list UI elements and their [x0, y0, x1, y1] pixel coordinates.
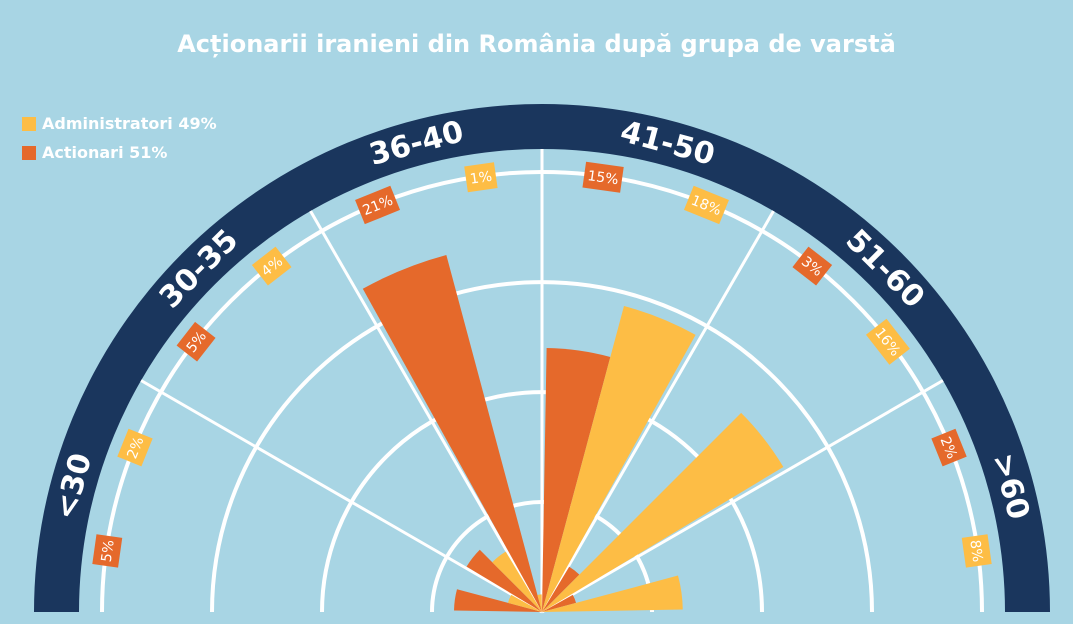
bar-administratori-5 — [542, 575, 683, 612]
category-label-0: <30 — [48, 450, 99, 524]
label-actionari-0: 5% — [92, 534, 123, 568]
bar-administratori-4 — [542, 412, 784, 612]
label-administratori-3-box — [683, 185, 729, 225]
label-administratori-0-box — [117, 428, 153, 467]
legend-label-actionari: Actionari 51% — [42, 143, 168, 162]
sector-divider-2 — [309, 210, 544, 613]
bar-actionari-0 — [454, 589, 542, 612]
label-administratori-5-box — [961, 534, 992, 568]
label-actionari-5-text: 2% — [937, 435, 960, 462]
bar-administratori-3 — [542, 305, 696, 612]
label-actionari-1: 5% — [176, 321, 216, 362]
bar-administratori-0 — [507, 594, 542, 612]
bar-actionari-5 — [542, 594, 577, 612]
bar-actionari-2 — [362, 254, 542, 612]
legend-swatch-administratori — [22, 116, 36, 131]
legend-item-actionari: Actionari 51% — [22, 143, 217, 162]
label-actionari-2: 21% — [355, 185, 401, 225]
bar-actionari-1 — [466, 549, 542, 612]
bar-actionari-4 — [542, 566, 580, 612]
label-administratori-3: 18% — [683, 185, 729, 225]
label-administratori-5-text: 8% — [966, 539, 985, 563]
label-administratori-1-box — [251, 246, 292, 286]
label-administratori-2-text: 1% — [469, 169, 493, 188]
label-actionari-0-text: 5% — [99, 539, 118, 563]
sector-divider-4 — [540, 210, 775, 613]
label-actionari-3: 15% — [582, 161, 624, 193]
label-actionari-1-box — [176, 321, 216, 362]
chart-title: Acționarii iranieni din România după gru… — [177, 30, 896, 58]
label-actionari-3-box — [582, 161, 624, 193]
label-administratori-4-box — [865, 318, 910, 365]
label-actionari-3-text: 15% — [586, 168, 619, 188]
label-actionari-5: 2% — [931, 428, 967, 467]
category-label-5: >60 — [985, 450, 1036, 524]
sector-divider-1 — [140, 379, 543, 614]
bar-administratori-2 — [537, 594, 542, 612]
bar-administratori-1 — [492, 551, 542, 612]
label-administratori-2-box — [464, 162, 498, 193]
label-actionari-0-box — [92, 534, 123, 568]
label-administratori-5: 8% — [961, 534, 992, 568]
legend-label-administratori: Administratori 49% — [42, 114, 217, 133]
label-actionari-4: 3% — [792, 246, 833, 286]
label-administratori-0-text: 2% — [124, 435, 147, 462]
sector-divider-5 — [541, 379, 944, 614]
label-administratori-2: 1% — [464, 162, 498, 193]
legend: Administratori 49% Actionari 51% — [22, 114, 217, 172]
label-actionari-2-box — [355, 185, 401, 225]
bar-actionari-3 — [542, 348, 611, 612]
label-administratori-0: 2% — [117, 428, 153, 467]
label-actionari-5-box — [931, 428, 967, 467]
label-actionari-4-box — [792, 246, 833, 286]
legend-item-administratori: Administratori 49% — [22, 114, 217, 133]
legend-swatch-actionari — [22, 145, 36, 160]
